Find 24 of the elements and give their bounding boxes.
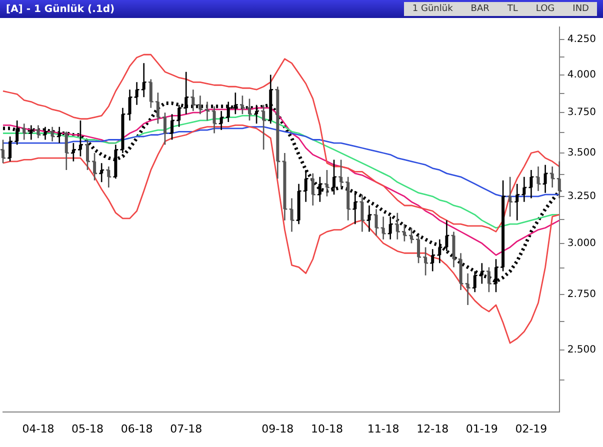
x-tick-label: 05-18: [72, 422, 104, 436]
y-tick-label: 3.250: [567, 191, 596, 202]
y-tick-label: 4.250: [567, 34, 596, 45]
y-tick-label: 2.500: [567, 344, 596, 356]
x-tick-label: 02-19: [515, 422, 548, 436]
x-tick-label: 04-18: [22, 422, 54, 436]
x-tick-label: 09-18: [262, 422, 294, 436]
y-tick-label: 3.750: [567, 107, 596, 118]
x-tick-label: 10-18: [310, 422, 343, 436]
text: TL: [507, 4, 518, 14]
x-tick-label: 01-19: [466, 422, 498, 436]
text: IND: [572, 4, 589, 14]
y-tick-label: 2.750: [567, 288, 596, 300]
text: 1 Günlük: [412, 4, 453, 14]
x-tick-label: 07-18: [170, 422, 202, 436]
x-tick-label: 11-18: [367, 422, 400, 436]
x-tick-label: 06-18: [120, 422, 153, 436]
text: LOG: [536, 4, 555, 14]
y-tick-label: 4.000: [567, 69, 596, 80]
chart-title: [A] - 1 Günlük (.1d): [6, 4, 115, 14]
text: BAR: [470, 4, 490, 14]
y-tick-label: 3.500: [567, 148, 596, 159]
y-tick-label: 3.000: [567, 238, 596, 249]
x-tick-label: 12-18: [416, 422, 449, 436]
